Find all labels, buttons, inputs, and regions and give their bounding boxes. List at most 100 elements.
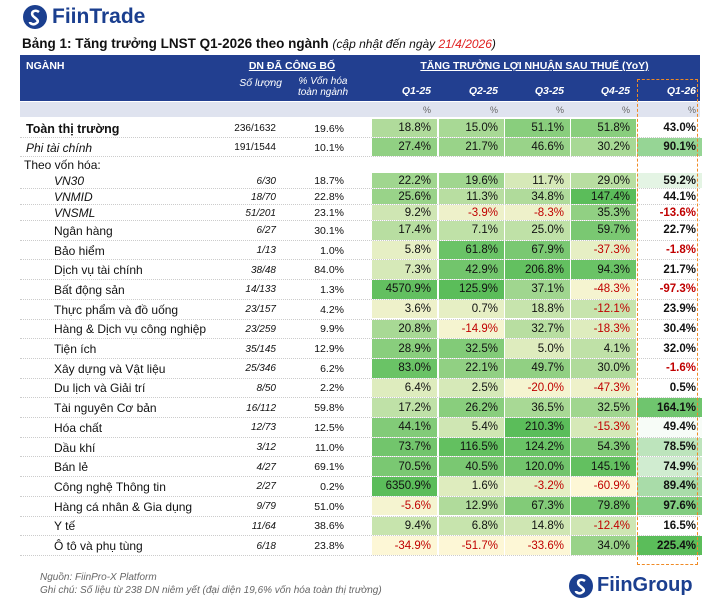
sector-name: Bán lẻ [54,460,89,475]
growth-cell: 32.5% [571,398,636,417]
cap-share: 51.0% [314,500,344,513]
growth-cell: -15.3% [571,418,636,437]
sector-name: Hóa chất [54,420,103,435]
growth-cell: 125.9% [439,280,504,299]
growth-cell: 5.0% [505,339,570,358]
sector-name: Hàng cá nhân & Gia dụng [54,499,193,514]
growth-cell: 25.6% [372,189,437,204]
quarter-header: Q3-25 [534,85,564,97]
row-line [20,377,700,379]
growth-cell: 37.1% [505,280,570,299]
quarter-header: Q4-25 [600,85,630,97]
source: Nguồn: FiinPro-X Platform [40,572,157,583]
growth-cell: 59.2% [637,173,702,188]
growth-cell: 54.3% [571,437,636,457]
growth-cell: 11.3% [439,189,504,204]
growth-cell: 94.3% [571,260,636,280]
growth-cell: 0.7% [439,299,504,319]
row-line [20,436,700,438]
growth-cell: 35.3% [571,205,636,220]
cap-share: 6.2% [320,362,344,375]
growth-cell: 6.4% [372,378,437,398]
title: Bảng 1: Tăng trưởng LNST Q1-2026 theo ng… [22,36,329,51]
unit: % [555,104,564,115]
growth-cell: 5.4% [439,418,504,437]
growth-cell: 7.1% [439,221,504,240]
growth-cell: 26.2% [439,398,504,417]
sector-name: Ô tô và phụ tùng [54,539,143,554]
unit: % [687,104,696,115]
cap-share: 1.3% [320,283,344,296]
growth-cell: 4570.9% [372,280,437,299]
growth-cell: 15.0% [439,119,504,137]
growth-cell: -1.8% [637,240,702,260]
brand: FiinGroup [597,574,693,596]
growth-cell: -48.3% [571,280,636,299]
brand-icon [569,574,593,598]
logo-icon [23,5,47,29]
growth-cell: -14.9% [439,319,504,339]
cap-share: 84.0% [314,264,344,277]
growth-cell: 49.4% [637,418,702,437]
growth-cell: 14.8% [505,516,570,536]
growth-cell: 16.5% [637,516,702,536]
sector-name: Hàng & Dịch vụ công nghiệp [54,322,207,337]
growth-cell: 67.9% [505,240,570,260]
row-line [20,156,700,157]
row-line [20,456,700,458]
growth-cell: 30.4% [637,319,702,339]
growth-cell: 225.4% [637,536,702,555]
disclosed-count: 2/27 [256,481,276,493]
quarter-header: Q2-25 [468,85,498,97]
disclosed-count: 51/201 [245,207,276,219]
growth-cell: 36.5% [505,398,570,417]
growth-cell: -33.6% [505,536,570,555]
row-line [20,495,700,497]
growth-cell: 29.0% [571,173,636,188]
sector-name: Du lịch và Giải trí [54,381,146,396]
growth-cell: -12.4% [571,516,636,536]
row-line [20,357,700,359]
subtitle-prefix: (cập nhật đến ngày [332,37,439,51]
row-line [20,476,700,478]
cap-share: 38.6% [314,520,344,533]
row-line [20,338,700,340]
disclosed-count: 8/50 [256,382,276,394]
disclosed-count: 16/112 [246,402,276,414]
cap-share: 1.0% [320,244,344,257]
sector-name: Phi tài chính [26,140,93,155]
row-line [20,535,700,537]
sector-name: Dịch vụ tài chính [54,263,143,278]
growth-cell: 61.8% [439,240,504,260]
cap-share: 0.2% [320,480,344,493]
growth-cell: 17.2% [372,398,437,417]
growth-cell: 79.8% [571,496,636,516]
disclosed-count: 25/346 [245,363,276,375]
unit: % [422,104,431,115]
growth-cell: 3.6% [372,299,437,319]
row-line [20,515,700,517]
disclosed-count: 38/48 [250,264,276,276]
sector-name: Tài nguyên Cơ bản [54,401,157,416]
growth-cell: -97.3% [637,280,702,299]
growth-cell: 2.5% [439,378,504,398]
cap-share: 4.2% [320,303,344,316]
growth-cell: 12.9% [439,496,504,516]
count-header: Số lượng [239,77,282,89]
sector-name: VNMID [54,190,93,204]
growth-cell: 9.4% [372,516,437,536]
growth-cell: -47.3% [571,378,636,398]
disclosed-count: 6/27 [256,225,276,237]
unit: % [489,104,498,115]
growth-cell: 51.1% [505,119,570,137]
growth-cell: 34.0% [571,536,636,555]
row-line [20,137,700,138]
cap-share: 12.5% [314,421,344,434]
growth-cell: 97.6% [637,496,702,516]
growth-cell: 89.4% [637,477,702,496]
growth-cell: 19.6% [439,173,504,188]
growth-cell: 120.0% [505,457,570,477]
cap-header: % Vốn hóa toàn ngành [297,76,349,98]
cap-share: 10.1% [314,141,344,154]
